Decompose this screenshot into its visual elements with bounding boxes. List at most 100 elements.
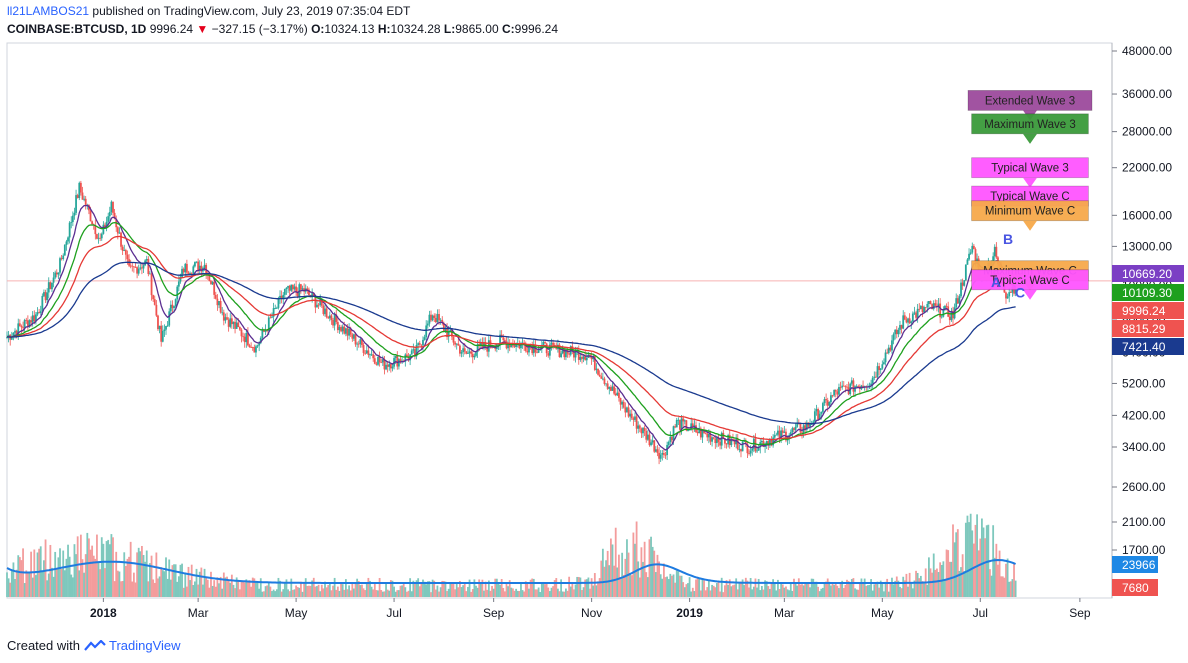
- volume-bar: [989, 569, 991, 597]
- volume-bar: [841, 580, 844, 597]
- y-tick-label: 48000.00: [1122, 44, 1172, 58]
- volume-bar: [208, 587, 211, 597]
- candle-body: [364, 352, 367, 354]
- volume-bar: [357, 581, 360, 597]
- candle: [161, 325, 164, 343]
- volume-bar: [194, 581, 196, 597]
- candle-body: [218, 300, 220, 306]
- candle: [452, 336, 455, 346]
- volume-bar: [295, 585, 297, 597]
- author-link[interactable]: ll21LAMBOS21: [7, 4, 90, 18]
- volume-bar: [142, 555, 145, 597]
- candle-body: [308, 289, 310, 295]
- candle: [47, 277, 50, 299]
- volume-bar: [780, 582, 783, 597]
- volume-bar: [202, 584, 204, 597]
- candle-body: [1011, 287, 1014, 293]
- volume-bar: [908, 572, 911, 597]
- candle: [772, 434, 775, 448]
- candle: [38, 308, 41, 314]
- tradingview-logo[interactable]: TradingView: [84, 638, 181, 653]
- candle: [230, 314, 233, 329]
- candle-body: [433, 315, 436, 318]
- candle-body: [781, 430, 784, 433]
- candle-body: [75, 195, 77, 213]
- volume-bar: [760, 585, 763, 597]
- candle-body: [950, 310, 953, 321]
- candle: [486, 344, 489, 357]
- volume-bar: [344, 579, 347, 597]
- volume-bar: [553, 580, 556, 597]
- volume-bar: [529, 579, 532, 597]
- volume-bar: [735, 578, 738, 597]
- candle-body: [548, 344, 551, 356]
- volume-bar: [1009, 581, 1012, 597]
- candle: [110, 200, 113, 216]
- volume-bar: [630, 575, 633, 597]
- candle-body: [306, 288, 309, 290]
- volume-bar: [513, 590, 516, 597]
- candle: [25, 317, 28, 324]
- candle-body: [552, 342, 554, 345]
- candle-body: [833, 389, 836, 396]
- candle-body: [147, 258, 150, 275]
- candle-body: [749, 450, 752, 454]
- volume-bar: [674, 582, 677, 597]
- volume-bar: [169, 579, 172, 597]
- candle-body: [733, 440, 736, 445]
- candle: [892, 332, 895, 345]
- candle: [841, 380, 844, 390]
- vol-tick-label: 2600.00: [1122, 480, 1166, 494]
- candle-body: [797, 423, 800, 425]
- candle: [68, 221, 71, 244]
- candle-body: [176, 286, 179, 300]
- candle-body: [494, 347, 497, 350]
- candle-body: [102, 224, 105, 234]
- candle-body: [275, 307, 278, 309]
- candle: [963, 280, 966, 287]
- volume-bar: [476, 587, 479, 597]
- price-axis-label-bg: [1112, 338, 1184, 355]
- candle: [163, 324, 166, 337]
- candle: [817, 407, 819, 421]
- down-arrow-icon: ▼: [196, 22, 209, 36]
- candle-body: [267, 317, 270, 332]
- volume-bar: [542, 581, 545, 597]
- volume-bar: [547, 587, 550, 597]
- candle-body: [1009, 292, 1012, 293]
- volume-bar: [863, 578, 866, 597]
- volume-bar: [589, 588, 591, 597]
- candle: [83, 195, 85, 202]
- candle: [634, 412, 636, 423]
- candle: [683, 419, 686, 425]
- candle: [568, 352, 571, 358]
- volume-bar: [942, 561, 945, 597]
- candle-body: [903, 315, 906, 320]
- candle-body: [43, 292, 45, 296]
- volume-bar: [813, 581, 816, 597]
- candle-body: [375, 363, 378, 365]
- candle-body: [110, 201, 113, 213]
- candle: [956, 294, 959, 304]
- volume-bar: [778, 588, 781, 597]
- candle-body: [386, 364, 389, 367]
- volume-bar: [483, 590, 485, 597]
- volume-bar: [789, 583, 792, 597]
- candle-body: [629, 413, 632, 417]
- candle-body: [214, 294, 217, 299]
- volume-bar: [770, 583, 773, 597]
- volume-bar: [428, 581, 431, 597]
- candle-body: [524, 345, 527, 351]
- candle-body: [381, 359, 384, 363]
- candle: [359, 337, 362, 348]
- candle: [886, 348, 889, 354]
- volume-bar: [189, 580, 191, 597]
- candle-body: [659, 454, 662, 459]
- candle-body: [568, 353, 571, 355]
- candle-body: [425, 325, 428, 338]
- volume-bar: [903, 580, 906, 597]
- volume-bar: [830, 585, 832, 597]
- volume-bar: [335, 589, 338, 597]
- volume-bar: [340, 582, 342, 597]
